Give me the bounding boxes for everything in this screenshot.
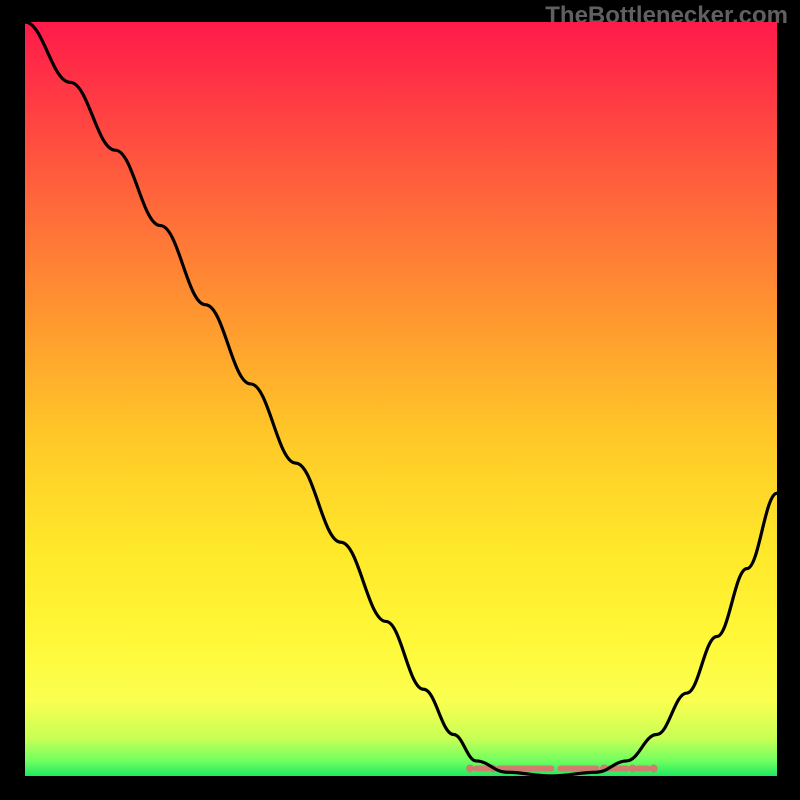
plot-area — [25, 22, 777, 776]
gradient-background — [25, 22, 777, 776]
chart-canvas: TheBottlenecker.com — [0, 0, 800, 800]
